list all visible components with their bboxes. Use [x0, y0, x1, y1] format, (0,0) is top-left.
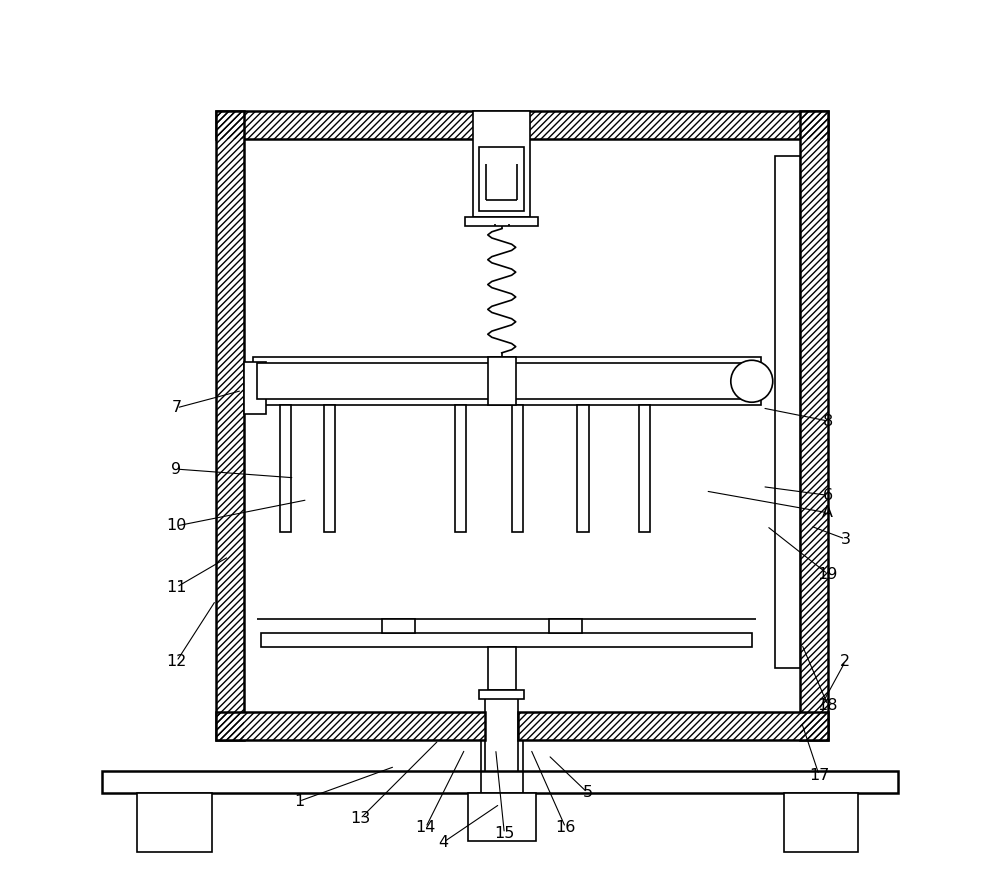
Text: 3: 3 [840, 531, 850, 546]
Bar [382, 618, 415, 632]
Bar [639, 405, 650, 532]
Bar [800, 111, 828, 740]
Text: 1: 1 [294, 794, 304, 809]
Text: 7: 7 [171, 401, 182, 416]
Bar [280, 405, 291, 532]
Bar [518, 712, 828, 740]
Text: 2: 2 [840, 654, 850, 669]
Bar [216, 111, 244, 740]
Bar [468, 793, 536, 841]
Bar [488, 357, 516, 405]
Bar [518, 712, 828, 740]
Bar [784, 793, 858, 852]
Text: 8: 8 [823, 414, 833, 429]
Bar [216, 712, 485, 740]
Bar [261, 632, 752, 646]
Bar [465, 217, 538, 226]
Bar [512, 405, 523, 532]
Bar [473, 111, 530, 217]
Text: 5: 5 [582, 785, 592, 800]
Bar [577, 405, 589, 532]
Bar [216, 111, 244, 740]
Text: 17: 17 [809, 767, 829, 782]
Text: 15: 15 [494, 826, 515, 841]
Text: 14: 14 [416, 820, 436, 835]
Bar [775, 156, 800, 668]
Bar [488, 646, 516, 690]
Text: 12: 12 [166, 654, 187, 669]
Text: 4: 4 [438, 835, 448, 850]
Text: 11: 11 [166, 580, 187, 595]
Text: 10: 10 [166, 518, 187, 533]
Bar [800, 111, 828, 740]
Bar [216, 111, 828, 139]
Bar [479, 690, 524, 699]
Text: 18: 18 [818, 697, 838, 713]
Bar [549, 618, 582, 632]
Bar [479, 146, 524, 211]
Bar [324, 405, 335, 532]
Text: 6: 6 [823, 488, 833, 503]
Bar [455, 405, 466, 532]
Bar [244, 361, 266, 414]
Text: A: A [822, 505, 833, 520]
Bar [257, 363, 756, 399]
Text: 19: 19 [818, 567, 838, 581]
Text: 9: 9 [171, 461, 182, 476]
Bar [102, 771, 898, 793]
Text: 13: 13 [350, 811, 370, 826]
Circle shape [731, 360, 773, 403]
Bar [216, 111, 828, 139]
Bar [253, 357, 761, 405]
Bar [216, 712, 485, 740]
Bar [137, 793, 212, 852]
Text: 16: 16 [555, 820, 576, 835]
